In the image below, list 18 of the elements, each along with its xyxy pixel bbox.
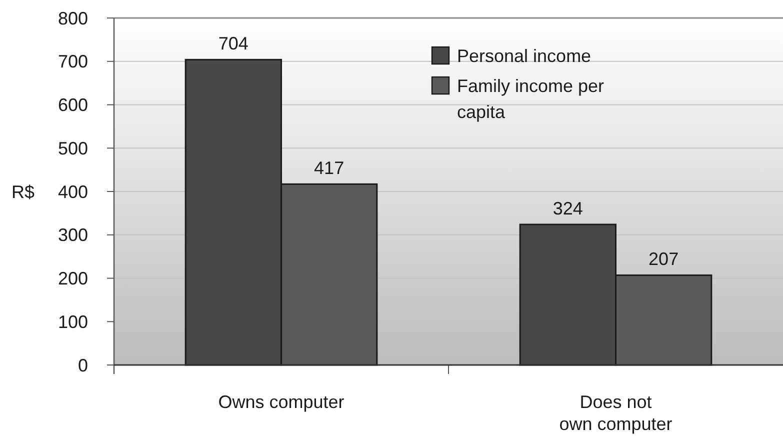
y-tick-label: 200 — [58, 268, 88, 289]
y-tick-label: 800 — [58, 8, 88, 28]
y-tick-label: 700 — [58, 52, 88, 72]
y-tick-label: 0 — [78, 355, 88, 376]
y-tick-label: 600 — [58, 95, 88, 116]
y-tick-label: 400 — [58, 182, 88, 202]
x-tick-label: Does not own computer — [559, 392, 672, 434]
x-tick-label: Owns computer — [218, 392, 344, 412]
data-label: 417 — [314, 158, 344, 178]
data-label: 207 — [648, 249, 679, 270]
y-tick-label: 500 — [58, 138, 88, 158]
y-axis-title: R$ — [11, 182, 35, 202]
legend-label: Family income per capita — [457, 76, 604, 122]
data-label: 324 — [552, 198, 583, 218]
y-tick-label: 100 — [58, 312, 88, 332]
y-tick-label: 300 — [58, 225, 88, 246]
data-label: 704 — [218, 34, 248, 54]
legend-label: Personal income — [457, 46, 592, 66]
